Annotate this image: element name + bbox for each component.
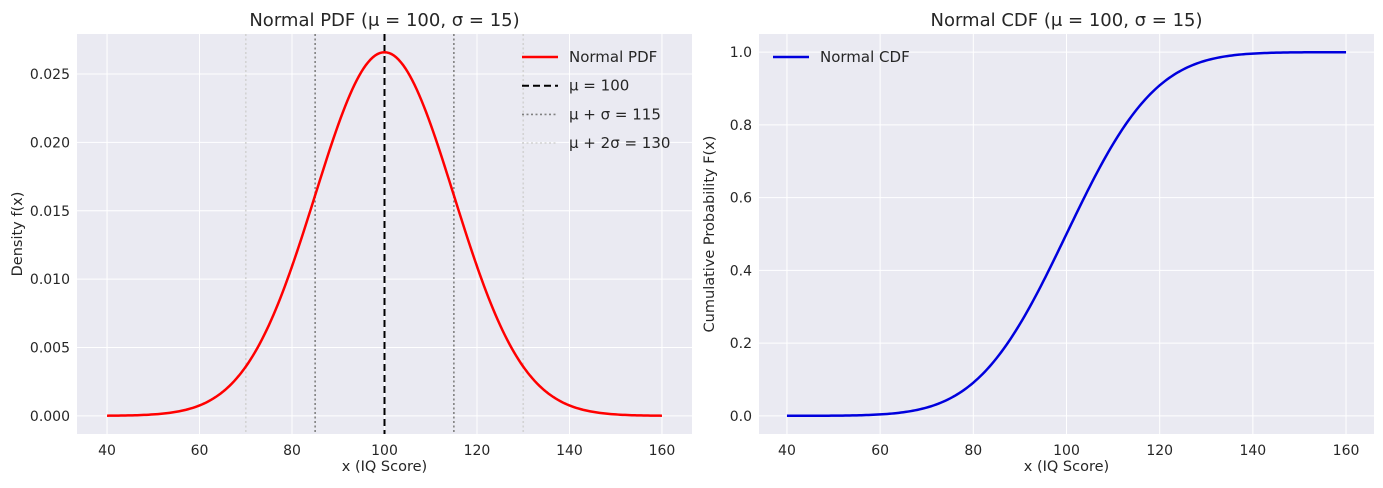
legend-label: Normal CDF bbox=[820, 48, 910, 66]
x-axis-label: x (IQ Score) bbox=[1024, 459, 1109, 475]
legend-label: μ = 100 bbox=[569, 77, 629, 95]
legend-label: μ + 2σ = 130 bbox=[569, 134, 670, 152]
x-tick-label: 160 bbox=[1333, 443, 1360, 459]
x-tick-label: 40 bbox=[778, 443, 796, 459]
x-tick-label: 160 bbox=[649, 443, 676, 459]
y-tick-label: 0.010 bbox=[30, 272, 70, 288]
y-tick-label: 0.2 bbox=[730, 336, 752, 352]
y-axis-label: Density f(x) bbox=[10, 192, 26, 277]
x-tick-label: 80 bbox=[964, 443, 982, 459]
x-tick-label: 120 bbox=[464, 443, 491, 459]
y-tick-label: 0.000 bbox=[30, 409, 70, 425]
y-tick-label: 0.8 bbox=[730, 118, 752, 134]
legend-label: μ + σ = 115 bbox=[569, 105, 661, 123]
x-tick-label: 140 bbox=[556, 443, 583, 459]
y-tick-label: 0.6 bbox=[730, 191, 752, 207]
chart-title: Normal CDF (μ = 100, σ = 15) bbox=[930, 10, 1202, 31]
y-tick-label: 0.005 bbox=[30, 340, 70, 356]
y-tick-label: 0.0 bbox=[730, 409, 752, 425]
y-tick-label: 0.025 bbox=[30, 67, 70, 83]
x-axis-label: x (IQ Score) bbox=[342, 459, 427, 475]
x-tick-label: 60 bbox=[191, 443, 209, 459]
x-tick-label: 60 bbox=[871, 443, 889, 459]
x-tick-label: 100 bbox=[1053, 443, 1080, 459]
x-tick-label: 40 bbox=[98, 443, 116, 459]
legend-label: Normal PDF bbox=[569, 48, 657, 66]
cdf-chart: 40 60 80 100 120 140 160 0.0 0.2 0.4 0.6 0.8 1.0 Norm… bbox=[702, 10, 1374, 475]
x-tick-label: 120 bbox=[1146, 443, 1173, 459]
x-tick-label: 100 bbox=[371, 443, 398, 459]
chart-title: Normal PDF (μ = 100, σ = 15) bbox=[249, 10, 519, 31]
series-line bbox=[786, 50, 1347, 418]
y-tick-label: 0.015 bbox=[30, 204, 70, 220]
x-tick-label: 140 bbox=[1239, 443, 1266, 459]
pdf-chart: 40 60 80 100 120 140 160 0.000 0.005 0.010 0.015 0.… bbox=[10, 10, 692, 475]
series-line bbox=[107, 50, 662, 417]
y-tick-label: 0.4 bbox=[730, 263, 752, 279]
y-tick-label: 0.020 bbox=[30, 135, 70, 151]
x-tick-label: 80 bbox=[283, 443, 301, 459]
y-axis-label: Cumulative Probability F(x) bbox=[702, 136, 718, 333]
y-tick-label: 1.0 bbox=[730, 45, 752, 61]
